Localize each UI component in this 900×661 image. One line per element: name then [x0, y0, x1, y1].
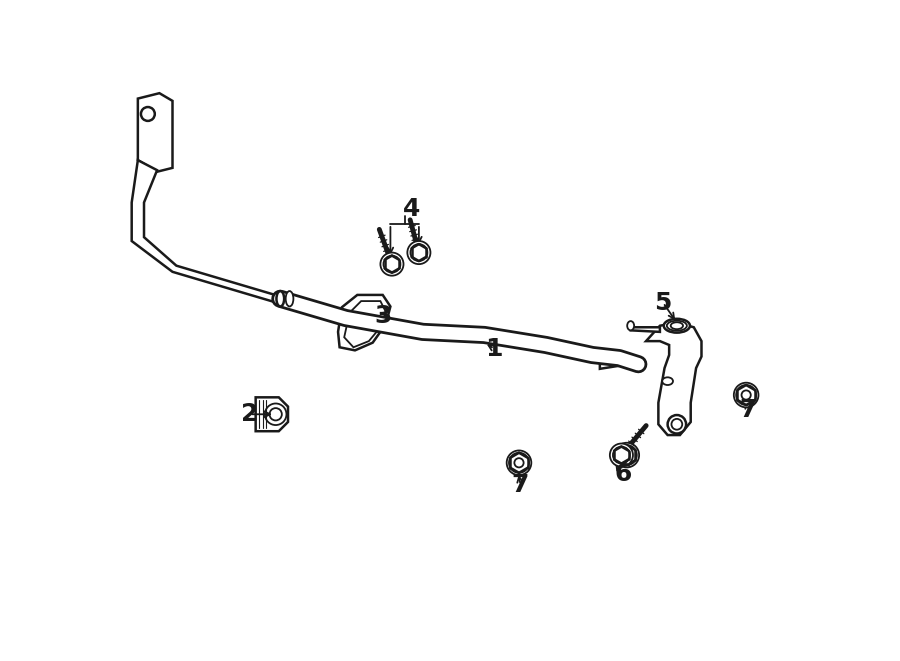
Circle shape: [265, 403, 286, 425]
Circle shape: [742, 391, 751, 400]
Ellipse shape: [670, 323, 683, 329]
Circle shape: [515, 458, 524, 467]
Ellipse shape: [664, 319, 690, 332]
Text: 4: 4: [402, 197, 420, 221]
Text: 5: 5: [654, 291, 671, 315]
Ellipse shape: [667, 321, 687, 330]
Circle shape: [671, 419, 682, 430]
Ellipse shape: [276, 291, 284, 307]
Circle shape: [616, 445, 637, 465]
Polygon shape: [631, 322, 660, 332]
Polygon shape: [599, 356, 638, 369]
Polygon shape: [338, 295, 391, 350]
Circle shape: [509, 453, 529, 473]
Circle shape: [668, 415, 686, 434]
Text: 7: 7: [512, 473, 529, 497]
Text: 2: 2: [241, 403, 258, 426]
Circle shape: [410, 244, 428, 261]
Text: 7: 7: [740, 399, 757, 422]
Polygon shape: [256, 397, 288, 431]
Text: 6: 6: [615, 462, 632, 486]
Circle shape: [383, 256, 400, 272]
Text: 1: 1: [486, 337, 503, 361]
Polygon shape: [131, 160, 280, 303]
Circle shape: [408, 241, 430, 264]
Ellipse shape: [285, 291, 293, 307]
Circle shape: [734, 383, 759, 407]
Circle shape: [141, 107, 155, 121]
Circle shape: [615, 443, 639, 467]
Text: 3: 3: [374, 305, 392, 329]
Circle shape: [507, 450, 531, 475]
Polygon shape: [138, 93, 173, 172]
Circle shape: [613, 447, 630, 463]
Circle shape: [381, 253, 403, 276]
Circle shape: [622, 450, 632, 459]
Circle shape: [269, 408, 282, 420]
Circle shape: [736, 385, 756, 405]
Ellipse shape: [627, 321, 634, 330]
Ellipse shape: [662, 377, 673, 385]
Polygon shape: [646, 323, 701, 435]
Circle shape: [610, 444, 633, 467]
